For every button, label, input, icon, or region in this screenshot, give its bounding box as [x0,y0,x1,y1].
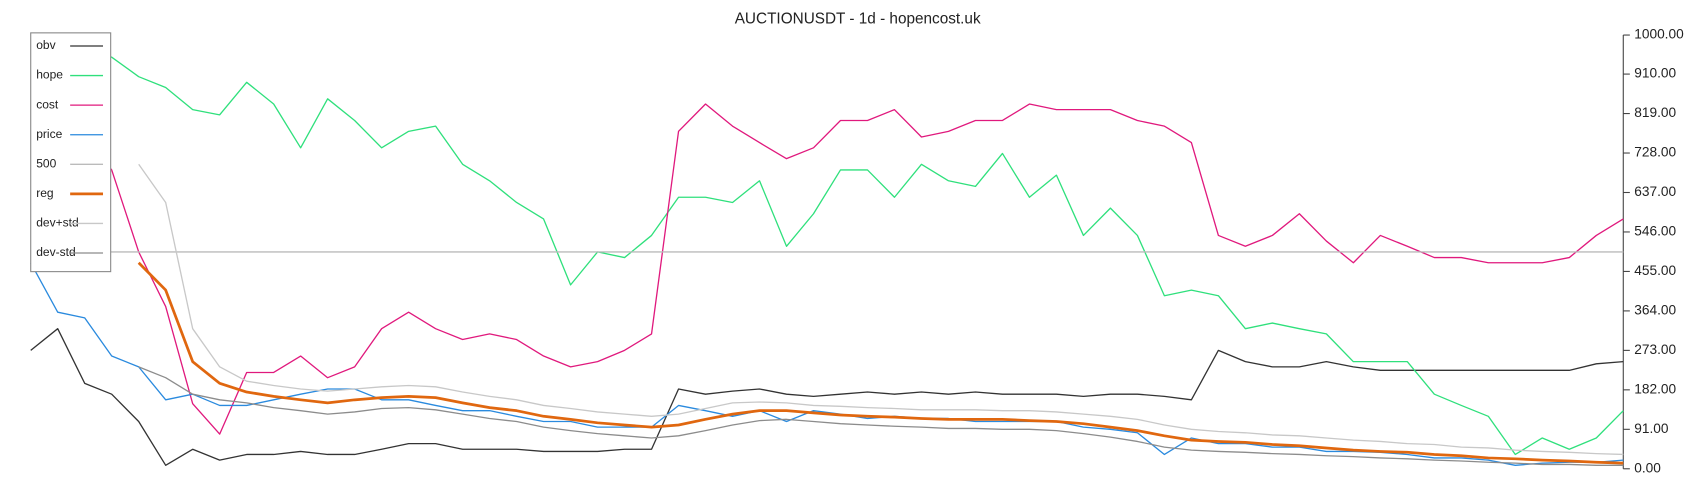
y-tick-label: 182.00 [1634,381,1676,396]
legend-label: dev+std [36,216,78,230]
y-tick-label: 455.00 [1634,263,1676,278]
y-tick-label: 0.00 [1634,460,1661,475]
y-tick-label: 1000.00 [1634,27,1684,42]
legend-label: dev-std [36,245,75,259]
legend-box [30,32,112,273]
series-line [138,163,1624,456]
series-line [30,328,1624,466]
y-tick-label: 364.00 [1634,303,1676,318]
series-line [30,38,1624,456]
axis-layer: 0.00 91.00 182.00 273.00 364.00 455.00 546.00 6… [1622,27,1684,475]
series-line [30,87,1624,435]
y-tick-label: 910.00 [1634,66,1676,81]
lines-layer [30,38,1624,466]
series-line [137,261,1624,465]
legend-label: price [36,127,62,141]
legend-label: reg [36,186,53,200]
series-line [138,366,1624,466]
legend-label: cost [36,97,59,111]
legend-label: 500 [36,156,56,170]
y-tick-label: 637.00 [1634,184,1676,199]
legend-label: obv [36,38,55,52]
y-tick-label: 819.00 [1634,105,1676,120]
y-tick-label: 728.00 [1634,145,1676,160]
legend: obv hope cost price 500 reg dev+std dev-std [30,32,112,273]
y-tick-label: 546.00 [1634,224,1676,239]
y-tick-label: 273.00 [1634,342,1676,357]
chart-title: AUCTIONUSDT - 1d - hopencost.uk [735,11,981,28]
legend-label: hope [36,68,63,82]
y-tick-label: 91.00 [1634,421,1669,436]
